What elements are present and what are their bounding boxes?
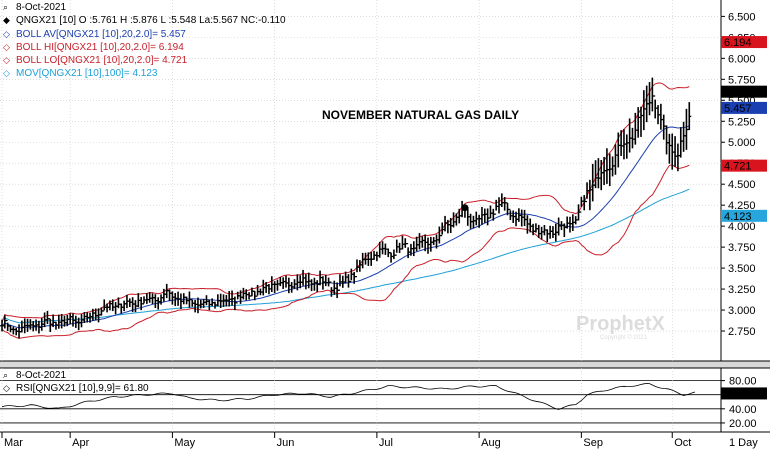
month-tick-labels: Mar Apr May Jun Jul Aug Sep Oct xyxy=(1,432,691,449)
legend-boll-hi-icon: ◇ xyxy=(3,42,10,52)
watermark-copyright: Copyright © 2021 xyxy=(600,334,647,341)
rsi-date-label: 8-Oct-2021 xyxy=(16,370,66,381)
price-tick-label: 3.250 xyxy=(728,284,756,296)
legend-mov-icon: ◇ xyxy=(3,68,10,78)
rsi-series-line xyxy=(1,383,696,410)
price-tick-label: 5.000 xyxy=(728,137,756,149)
price-tick-label: 2.750 xyxy=(728,326,756,338)
price-tick-label: 3.750 xyxy=(728,242,756,254)
rsi-tick-label: 40.00 xyxy=(729,404,757,416)
month-tick-label: Mar xyxy=(4,437,23,449)
badge-boll-av-label: 5.457 xyxy=(724,103,752,115)
price-tick-label: 5.250 xyxy=(728,116,756,128)
legend-mov: MOV[QNGX21 [10],100]= 4.123 xyxy=(16,68,158,79)
rsi-tick-label: 80.00 xyxy=(729,376,757,388)
legend: 8-Oct-2021 ⌕ ◆ QNGX21 [10] O :5.761 H :5… xyxy=(3,2,286,394)
legend-boll-lo: BOLL LO[QNGX21 [10],20,2.0]= 4.721 xyxy=(16,55,188,66)
price-tick-label: 6.000 xyxy=(728,53,756,65)
month-tick-label: Aug xyxy=(481,437,501,449)
legend-rsi: RSI[QNGX21 [10],9,9]= 61.80 xyxy=(16,383,149,394)
search-icon[interactable]: ⌕ xyxy=(3,2,8,12)
legend-boll-lo-icon: ◇ xyxy=(3,55,10,65)
price-tick-label: 4.000 xyxy=(728,221,756,233)
main-date-label: 8-Oct-2021 xyxy=(16,2,66,13)
rsi-tick-label: 20.00 xyxy=(729,418,757,430)
watermark-logo: ProphetX xyxy=(576,313,666,335)
price-tick-label: 3.000 xyxy=(728,305,756,317)
legend-rsi-icon: ◇ xyxy=(3,383,10,393)
month-tick-label: Apr xyxy=(72,437,89,449)
price-tick-label: 4.250 xyxy=(728,200,756,212)
badge-boll-lo xyxy=(721,159,767,172)
rsi-search-icon[interactable]: ⌕ xyxy=(3,370,8,380)
badge-last xyxy=(721,85,767,98)
legend-price: QNGX21 [10] O :5.761 H :5.876 L :5.548 L… xyxy=(16,15,286,26)
price-ohlc-bars xyxy=(0,77,692,339)
price-tick-label: 5.750 xyxy=(728,74,756,86)
boll-lo-series-line xyxy=(1,164,690,339)
month-tick-label: Jun xyxy=(277,437,295,449)
badge-rsi xyxy=(721,387,767,400)
timeframe-label[interactable]: 1 Day xyxy=(729,437,758,449)
legend-boll-hi: BOLL HI[QNGX21 [10],20,2.0]= 6.194 xyxy=(16,42,184,53)
legend-boll-av-icon: ◇ xyxy=(3,29,10,39)
price-axis-panel xyxy=(721,0,770,452)
panel-separator xyxy=(0,361,770,368)
month-tick-label: Sep xyxy=(583,437,603,449)
legend-price-icon: ◆ xyxy=(3,15,10,25)
badge-boll-lo-label: 4.721 xyxy=(724,161,752,173)
badge-rsi-label: 61.80 xyxy=(724,388,752,400)
month-tick-label: Jul xyxy=(379,437,393,449)
badge-boll-hi xyxy=(721,36,767,49)
signal-marker-dot xyxy=(461,204,469,212)
legend-boll-av: BOLL AV[QNGX21 [10],20,2.0]= 5.457 xyxy=(16,29,186,40)
price-tick-label: 4.500 xyxy=(728,179,756,191)
value-badges: 6.194 5.567 5.457 4.721 4.123 61.80 xyxy=(721,36,767,400)
month-tick-label: Oct xyxy=(674,437,691,449)
badge-boll-av xyxy=(721,101,767,114)
chart-title: NOVEMBER NATURAL GAS DAILY xyxy=(322,108,519,122)
badge-mov-label: 4.123 xyxy=(724,211,752,223)
badge-mov xyxy=(721,209,767,222)
price-tick-label: 6.500 xyxy=(728,11,756,23)
badge-boll-hi-label: 6.194 xyxy=(724,37,752,49)
price-tick-label: 3.500 xyxy=(728,263,756,275)
month-tick-label: May xyxy=(174,437,195,449)
badge-last-label: 5.567 xyxy=(724,87,752,99)
